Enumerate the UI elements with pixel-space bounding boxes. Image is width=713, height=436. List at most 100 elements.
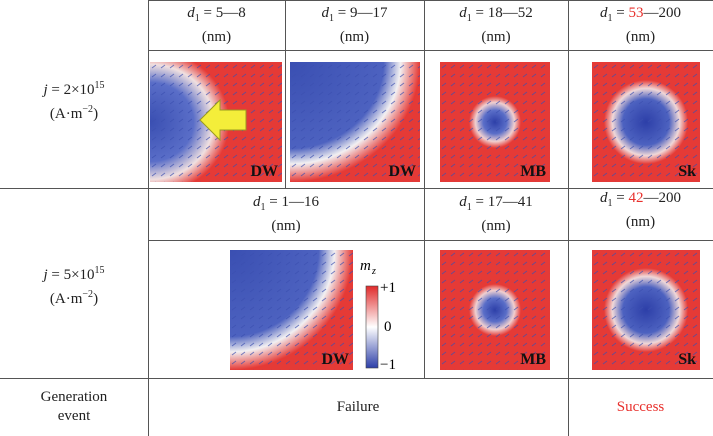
range-header: d1 = 1—16(nm)	[148, 188, 424, 240]
unit-line: (nm)	[626, 213, 655, 232]
unit-line: (nm)	[271, 217, 300, 236]
text: j	[43, 82, 47, 98]
text: (nm)	[481, 29, 510, 45]
text: 53	[628, 5, 643, 21]
range-header: d1 = 17—41 (nm)	[424, 188, 568, 240]
range-line: d1 = 9—17	[322, 4, 388, 28]
text: 1	[261, 202, 266, 213]
unit-line: (A·m−2)	[50, 100, 98, 124]
text: =	[51, 267, 59, 283]
text: d	[459, 5, 467, 21]
text: Generation event	[30, 388, 118, 426]
colorbar-label: +1	[380, 280, 396, 296]
unit-line: (nm)	[481, 28, 510, 47]
text: j	[43, 267, 47, 283]
colorbar-label: 0	[384, 319, 392, 335]
text: (nm)	[340, 29, 369, 45]
text: 17	[488, 194, 503, 210]
text: —	[643, 190, 658, 206]
footer-label: Generation event	[0, 378, 148, 436]
magnetization-map: MB	[440, 62, 550, 182]
text: 200	[658, 5, 681, 21]
text: d	[253, 194, 261, 210]
text: =	[476, 5, 484, 21]
colorbar-label: −1	[380, 357, 396, 373]
unit-line: (nm)	[202, 28, 231, 47]
magnetization-map: DW	[230, 250, 353, 370]
success: Success	[568, 378, 713, 436]
text: —	[289, 194, 304, 210]
magnetization-map: DW	[150, 62, 282, 182]
text: =	[269, 194, 277, 210]
text: =	[616, 190, 624, 206]
text: —	[503, 5, 518, 21]
text: =	[616, 5, 624, 21]
text: d	[600, 5, 608, 21]
text: 15	[95, 265, 105, 276]
range-line: d1 = 42—200	[600, 189, 681, 213]
unit-line: (nm)	[481, 217, 510, 236]
colorbar-label: m	[360, 258, 371, 274]
text: —	[643, 5, 658, 21]
text: 1	[281, 194, 289, 210]
range-line: d1 = 5—8	[187, 4, 245, 28]
text: 1	[467, 202, 472, 213]
text: ×	[71, 267, 79, 283]
figure-table: d1 = 5—8(nm)d1 = 9—17(nm)d1 = 18—52(nm)d…	[0, 0, 713, 436]
magnetization-map: Sk	[592, 250, 700, 370]
row-label: j = 5×1015(A·m−2)	[0, 240, 148, 330]
text: (nm)	[202, 29, 231, 45]
text: 1	[195, 13, 200, 24]
range-header: d1 = 42—200(nm)	[568, 188, 713, 232]
text: (A·m	[50, 106, 83, 122]
text: =	[338, 5, 346, 21]
text: (nm)	[271, 218, 300, 234]
text: 15	[95, 80, 105, 91]
range-header: d1 = 5—8(nm)	[148, 0, 285, 50]
text: Failure	[337, 398, 380, 417]
text: 42	[628, 190, 643, 206]
text: Success	[617, 398, 665, 417]
text: 1	[329, 13, 334, 24]
text: —	[503, 194, 518, 210]
state-label: DW	[388, 163, 416, 180]
text: (nm)	[626, 214, 655, 230]
text: 41	[518, 194, 533, 210]
text: (nm)	[626, 29, 655, 45]
state-label: Sk	[678, 351, 696, 368]
current-line: j = 5×1015	[43, 261, 104, 285]
unit-line: (A·m−2)	[50, 285, 98, 309]
unit-line: (nm)	[626, 28, 655, 47]
text: —	[223, 5, 238, 21]
text: d	[459, 194, 467, 210]
text: =	[476, 194, 484, 210]
state-label: Sk	[678, 163, 696, 180]
range-line: d1 = 18—52	[459, 4, 532, 28]
unit-line: (nm)	[340, 28, 369, 47]
text: )	[93, 291, 98, 307]
text: d	[187, 5, 195, 21]
colorbar-label: z	[371, 266, 376, 277]
text: d	[322, 5, 330, 21]
text: (A·m	[50, 291, 83, 307]
range-header: d1 = 9—17(nm)	[285, 0, 424, 50]
text: 10	[80, 82, 95, 98]
text: 8	[238, 5, 246, 21]
text: 200	[658, 190, 681, 206]
magnetization-map: Sk	[592, 62, 700, 182]
failure: Failure	[148, 378, 568, 436]
text: )	[93, 106, 98, 122]
range-line: d1 = 1—16	[253, 193, 319, 217]
text: −2	[82, 104, 93, 115]
text: 10	[80, 267, 95, 283]
text: (nm)	[481, 218, 510, 234]
text: 16	[304, 194, 319, 210]
rule	[148, 50, 713, 51]
text: 1	[467, 13, 472, 24]
text: d	[600, 190, 608, 206]
text: 2	[64, 82, 72, 98]
state-label: DW	[321, 351, 349, 368]
text: −2	[82, 289, 93, 300]
state-label: DW	[250, 163, 278, 180]
